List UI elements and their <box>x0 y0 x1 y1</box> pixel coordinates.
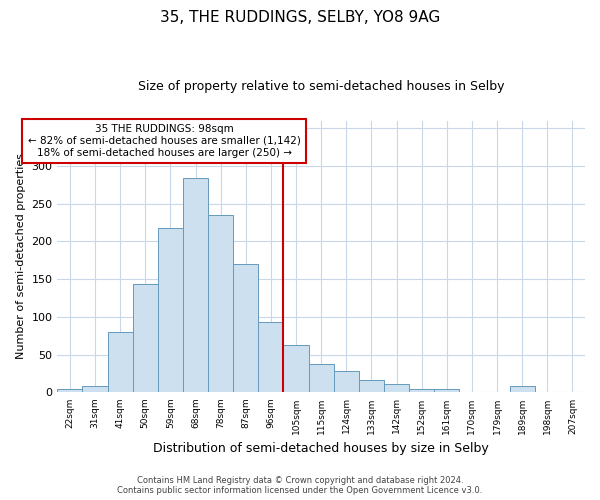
Bar <box>359 380 384 392</box>
Text: 35 THE RUDDINGS: 98sqm
← 82% of semi-detached houses are smaller (1,142)
18% of : 35 THE RUDDINGS: 98sqm ← 82% of semi-det… <box>28 124 301 158</box>
Text: 35, THE RUDDINGS, SELBY, YO8 9AG: 35, THE RUDDINGS, SELBY, YO8 9AG <box>160 10 440 25</box>
Bar <box>107 332 133 392</box>
Bar <box>409 388 434 392</box>
Bar <box>133 284 158 393</box>
Bar <box>58 388 82 392</box>
Bar <box>283 345 308 393</box>
Bar <box>308 364 334 392</box>
Bar <box>233 264 259 392</box>
Bar <box>259 322 283 392</box>
Bar <box>82 386 107 392</box>
Title: Size of property relative to semi-detached houses in Selby: Size of property relative to semi-detach… <box>138 80 505 93</box>
Y-axis label: Number of semi-detached properties: Number of semi-detached properties <box>16 154 26 360</box>
Bar <box>334 372 359 392</box>
Bar <box>509 386 535 392</box>
X-axis label: Distribution of semi-detached houses by size in Selby: Distribution of semi-detached houses by … <box>153 442 489 455</box>
Bar <box>158 228 183 392</box>
Bar <box>434 390 460 392</box>
Text: Contains HM Land Registry data © Crown copyright and database right 2024.
Contai: Contains HM Land Registry data © Crown c… <box>118 476 482 495</box>
Bar <box>183 178 208 392</box>
Bar <box>208 215 233 392</box>
Bar <box>384 384 409 392</box>
